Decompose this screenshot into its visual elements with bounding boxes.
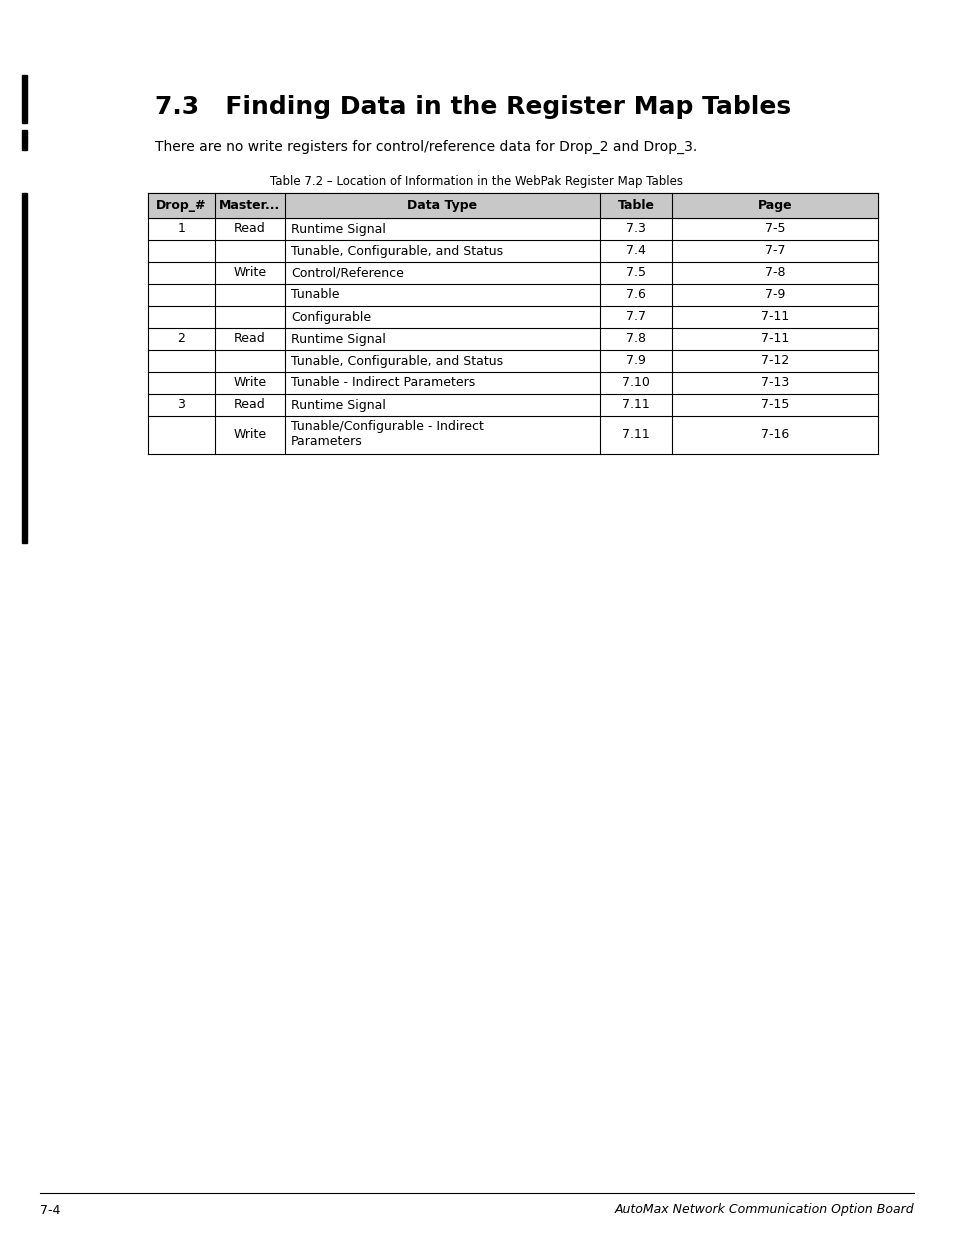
Text: Parameters: Parameters	[291, 435, 362, 447]
Text: 7-9: 7-9	[764, 289, 784, 301]
Bar	[22, 130, 27, 149]
Text: 7-5: 7-5	[764, 222, 784, 236]
Text: Tunable, Configurable, and Status: Tunable, Configurable, and Status	[291, 354, 502, 368]
Text: Data Type: Data Type	[407, 199, 477, 212]
Text: Drop_#: Drop_#	[156, 199, 207, 212]
Text: 7.10: 7.10	[621, 377, 649, 389]
Text: 7-15: 7-15	[760, 399, 788, 411]
Text: 7.5: 7.5	[625, 267, 645, 279]
Text: 7.7: 7.7	[625, 310, 645, 324]
Text: 7.9: 7.9	[625, 354, 645, 368]
Text: Tunable - Indirect Parameters: Tunable - Indirect Parameters	[291, 377, 475, 389]
Text: Read: Read	[233, 222, 266, 236]
Text: 7.3: 7.3	[625, 222, 645, 236]
Text: Tunable: Tunable	[291, 289, 339, 301]
Text: Runtime Signal: Runtime Signal	[291, 222, 385, 236]
Text: Tunable, Configurable, and Status: Tunable, Configurable, and Status	[291, 245, 502, 258]
Text: Write: Write	[233, 267, 266, 279]
Bar	[22, 75, 27, 124]
Text: Read: Read	[233, 399, 266, 411]
Text: 1: 1	[177, 222, 185, 236]
Text: Runtime Signal: Runtime Signal	[291, 332, 385, 346]
Text: 7-13: 7-13	[760, 377, 788, 389]
Text: Runtime Signal: Runtime Signal	[291, 399, 385, 411]
Text: Tunable/Configurable - Indirect: Tunable/Configurable - Indirect	[291, 420, 483, 433]
Text: 7-11: 7-11	[760, 332, 788, 346]
Text: 7.8: 7.8	[625, 332, 645, 346]
Text: 7-8: 7-8	[764, 267, 784, 279]
Text: 7.3   Finding Data in the Register Map Tables: 7.3 Finding Data in the Register Map Tab…	[154, 95, 790, 119]
Text: 7-16: 7-16	[760, 429, 788, 441]
Text: Write: Write	[233, 429, 266, 441]
Text: Read: Read	[233, 332, 266, 346]
Text: 7-7: 7-7	[764, 245, 784, 258]
Text: 7.11: 7.11	[621, 399, 649, 411]
Text: 7.4: 7.4	[625, 245, 645, 258]
Text: There are no write registers for control/reference data for Drop_2 and Drop_3.: There are no write registers for control…	[154, 140, 697, 154]
Text: Control/Reference: Control/Reference	[291, 267, 403, 279]
Bar	[148, 193, 877, 219]
Text: Master...: Master...	[219, 199, 280, 212]
Text: 7-11: 7-11	[760, 310, 788, 324]
Text: 7.6: 7.6	[625, 289, 645, 301]
Text: Page: Page	[757, 199, 792, 212]
Bar	[22, 193, 27, 543]
Text: 3: 3	[177, 399, 185, 411]
Text: Configurable: Configurable	[291, 310, 371, 324]
Text: 7-12: 7-12	[760, 354, 788, 368]
Text: Table: Table	[617, 199, 654, 212]
Text: AutoMax Network Communication Option Board: AutoMax Network Communication Option Boa…	[614, 1203, 913, 1216]
Text: 7-4: 7-4	[40, 1203, 60, 1216]
Text: 7.11: 7.11	[621, 429, 649, 441]
Text: Write: Write	[233, 377, 266, 389]
Text: Table 7.2 – Location of Information in the WebPak Register Map Tables: Table 7.2 – Location of Information in t…	[271, 175, 682, 188]
Text: 2: 2	[177, 332, 185, 346]
